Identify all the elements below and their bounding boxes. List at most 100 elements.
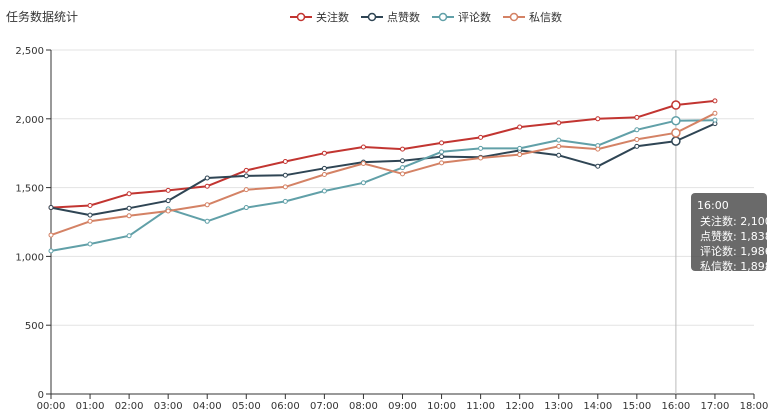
data-point [126,205,132,211]
tooltip-row: 关注数: 2,100 [697,214,772,229]
data-point [282,172,288,178]
data-point [165,198,171,204]
data-point [87,218,93,224]
x-tick-label: 06:00 [271,401,300,412]
data-point [243,167,249,173]
data-point [556,137,562,143]
tooltip-row: 私信数: 1,898 [697,259,772,274]
tooltip-row-label: 私信数: 1,898 [700,260,772,273]
data-point [400,165,405,171]
data-point [126,213,132,219]
legend-label: 关注数 [316,11,349,24]
y-tick-label: 1,000 [15,252,44,263]
data-point [712,98,718,104]
x-tick-label: 00:00 [37,401,66,412]
data-point [517,124,523,130]
x-tick-label: 02:00 [115,401,144,412]
chart-title: 任务数据统计 [6,10,79,24]
data-point [671,128,681,138]
data-point [400,146,405,152]
data-point [321,165,327,171]
data-point [712,110,718,116]
tooltip-title: 16:00 [697,199,729,212]
series-line [50,99,716,209]
data-point [634,136,640,142]
x-tick-label: 01:00 [76,401,105,412]
series-line [50,119,715,252]
x-tick-label: 16:00 [661,401,690,412]
data-point [478,155,484,161]
data-point [243,205,249,211]
data-point [595,146,601,152]
data-point [126,191,132,197]
data-point [360,144,366,150]
data-point [48,232,54,238]
x-tick-label: 09:00 [388,401,417,412]
tooltip-row-label: 点赞数: 1,838 [700,230,772,243]
y-tick-label: 0 [38,390,44,401]
legend-item-like[interactable]: 点赞数 [361,9,420,25]
legend: 关注数 点赞数 评论数 私信数 [290,9,562,25]
x-tick-label: 15:00 [622,401,651,412]
data-point [126,233,132,239]
legend-item-message[interactable]: 私信数 [503,9,562,25]
data-point [282,198,288,204]
data-point [321,188,327,194]
data-point [478,145,484,151]
data-point [282,158,288,164]
tooltip-row: 点赞数: 1,838 [697,229,772,244]
legend-item-follow[interactable]: 关注数 [290,9,349,25]
data-point [556,143,562,149]
legend-label: 评论数 [458,11,491,24]
legend-line-icon [361,12,383,22]
data-point [48,205,54,211]
x-tick-label: 11:00 [466,401,495,412]
data-point [439,140,445,146]
data-point [165,208,171,214]
data-point [671,136,681,146]
data-point [595,116,601,122]
data-point [360,180,366,186]
data-point [439,154,445,160]
data-point [634,143,640,149]
legend-label: 私信数 [529,11,562,24]
data-point [204,202,210,208]
x-tick-label: 14:00 [583,401,612,412]
x-tick-label: 10:00 [427,401,456,412]
data-point [204,183,210,189]
data-point [671,100,681,110]
data-point [204,218,210,224]
x-tick-label: 17:00 [701,401,730,412]
y-tick-label: 2,500 [15,46,44,57]
data-point [595,163,601,169]
data-point [671,115,681,126]
legend-item-comment[interactable]: 评论数 [432,9,491,25]
tooltip-row-label: 关注数: 2,100 [700,215,772,228]
data-point [87,212,93,218]
data-point [517,145,523,151]
x-tick-label: 07:00 [310,401,339,412]
x-tick-label: 05:00 [232,401,261,412]
data-point [556,120,562,126]
legend-line-icon [503,12,525,22]
x-tick-label: 12:00 [505,401,534,412]
data-point [400,171,405,177]
data-point [634,114,640,120]
x-tick-label: 13:00 [544,401,573,412]
y-tick-label: 2,000 [15,115,44,126]
tooltip-row: 评论数: 1,986 [697,244,772,259]
x-tick-label: 18:00 [740,401,769,412]
data-point [243,187,249,193]
x-tick-label: 03:00 [154,401,183,412]
data-point [478,134,484,140]
y-tick-label: 1,500 [15,184,44,195]
legend-label: 点赞数 [387,11,420,24]
x-tick-label: 08:00 [349,401,378,412]
data-point [517,152,523,158]
data-point [360,161,366,167]
tooltip-row-label: 评论数: 1,986 [700,245,772,258]
data-point [634,127,640,133]
data-point [321,172,327,178]
data-point [321,150,327,156]
